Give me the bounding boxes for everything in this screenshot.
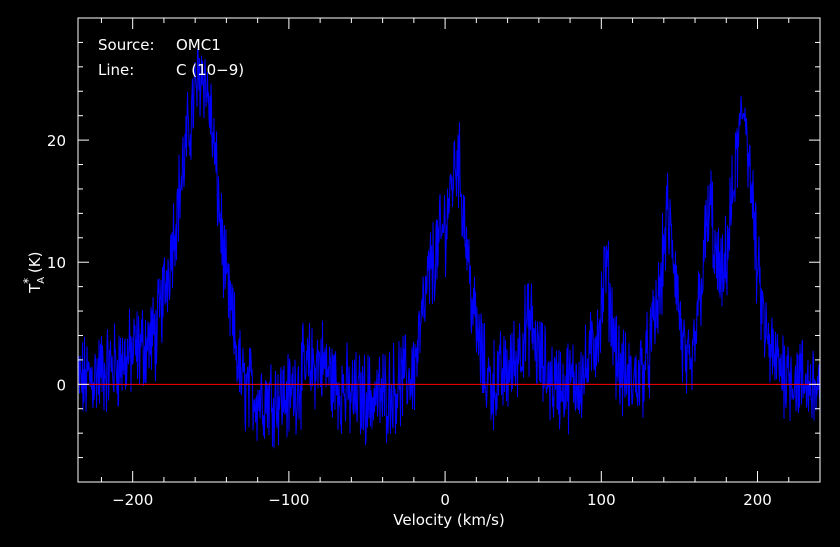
x-tick-label: 100 [587, 491, 616, 509]
x-axis-label: Velocity (km/s) [393, 511, 504, 529]
labels-layer: −200 −100 0 100 200 0 10 20 [47, 132, 772, 509]
ticks-layer [78, 18, 821, 483]
source-label: Source: [98, 36, 155, 54]
source-value: OMC1 [176, 36, 221, 54]
line-value: C (10−9) [176, 61, 244, 79]
y-axis-label-sup: * [21, 278, 35, 284]
y-axis-label: TA* (K) [21, 252, 47, 294]
y-axis-label-sub: A [36, 277, 47, 284]
y-axis-label-main: T [26, 283, 44, 294]
spectrum-line [78, 48, 820, 449]
x-tick-label: −100 [268, 491, 309, 509]
y-tick-label: 10 [47, 254, 66, 272]
x-tick-label: 200 [743, 491, 772, 509]
svg-text:TA* (K): TA* (K) [21, 252, 47, 294]
plot-frame [77, 17, 821, 483]
line-label: Line: [98, 61, 134, 79]
y-tick-label: 20 [47, 132, 66, 150]
x-tick-label: 0 [440, 491, 450, 509]
y-tick-label: 0 [56, 376, 66, 394]
x-tick-label: −200 [112, 491, 153, 509]
y-axis-label-unit: (K) [26, 252, 44, 278]
series-layer [78, 48, 820, 449]
